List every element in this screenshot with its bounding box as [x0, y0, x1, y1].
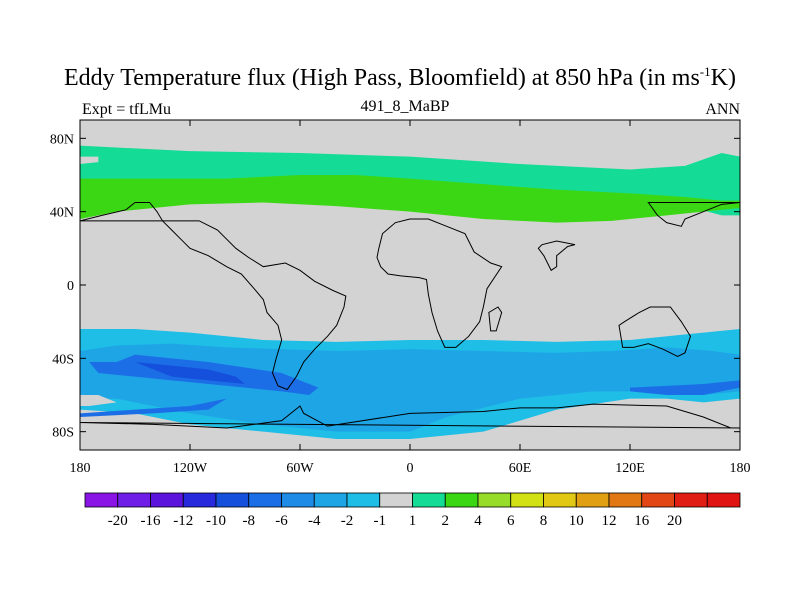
region-sh-medium-band: [80, 343, 740, 432]
y-tick-label: 80S: [52, 426, 74, 441]
x-tick-label: 0: [407, 461, 414, 476]
y-tick-label: 40S: [52, 352, 74, 367]
colorbar-label: 4: [474, 513, 482, 529]
colorbar-label: 12: [602, 513, 617, 529]
region-sh-core: [135, 362, 245, 384]
colorbar-label: -10: [206, 513, 226, 529]
colorbar-swatch: [641, 492, 675, 508]
region-grey-south-patch: [80, 395, 117, 406]
coastline-eurasia: [647, 202, 740, 227]
run-label: 491_8_MaBP: [360, 98, 450, 115]
colorbar-swatch: [281, 492, 315, 508]
colorbar-label: -12: [173, 513, 193, 529]
x-tick-label: 120W: [173, 461, 208, 476]
experiment-label: Expt = tfLMu: [82, 101, 172, 118]
coastline-antarctica: [80, 403, 740, 429]
x-tick-label: 60E: [509, 461, 532, 476]
colorbar-swatch: [674, 492, 708, 508]
colorbar-label: -4: [308, 513, 321, 529]
x-tick-label: 180: [730, 461, 751, 476]
colorbar-swatch: [215, 492, 250, 508]
colorbar-label: 8: [540, 513, 548, 529]
region-sh-lower-strip: [80, 398, 227, 417]
colorbar-swatch: [477, 492, 512, 508]
x-tick-label: 120E: [615, 461, 645, 476]
y-tick-label: 40N: [50, 206, 74, 221]
colorbar-swatch: [150, 492, 184, 508]
y-tick-label: 0: [67, 279, 74, 294]
colorbar-swatch: [706, 492, 741, 508]
colorbar-swatch: [608, 492, 643, 508]
season-label: ANN: [705, 101, 740, 118]
coastline-australia: [618, 306, 692, 358]
region-sh-east-strip: [630, 380, 740, 395]
colorbar-label: -20: [108, 513, 128, 529]
contour-layer: [80, 145, 740, 439]
colorbar-label: -16: [141, 513, 161, 529]
colorbar-swatch: [379, 492, 413, 508]
y-tick-label: 80N: [50, 132, 74, 147]
colorbar-label: -6: [275, 513, 288, 529]
colorbar-swatch: [182, 492, 217, 508]
colorbar-swatch: [412, 492, 446, 508]
colorbar-swatch: [575, 492, 610, 508]
colorbar-label: 2: [442, 513, 450, 529]
x-tick-label: 60W: [286, 461, 314, 476]
coastline-africa: [376, 218, 503, 348]
colorbar-label: -1: [374, 513, 387, 529]
x-tick-label: 180: [70, 461, 91, 476]
colorbar-swatch: [313, 492, 348, 508]
colorbar-label: 1: [409, 513, 417, 529]
region-nh-strong-band: [80, 175, 740, 223]
colorbar-label: -8: [243, 513, 256, 529]
coastline-india: [537, 240, 576, 272]
colorbar-swatch: [444, 492, 479, 508]
colorbar-label: 16: [634, 513, 650, 529]
colorbar-swatch: [248, 492, 282, 508]
chart-title: Eddy Temperature flux (High Pass, Bloomf…: [64, 64, 736, 91]
colorbar-swatch: [84, 492, 119, 508]
colorbar-label: 10: [569, 513, 584, 529]
coastline-madagascar: [488, 306, 503, 332]
colorbar-swatch: [543, 492, 577, 508]
colorbar-label: 6: [507, 513, 515, 529]
colorbar-swatch: [346, 492, 381, 508]
colorbar-swatch: [117, 492, 151, 508]
colorbar-swatch: [510, 492, 544, 508]
region-grey-nw-patch: [80, 156, 99, 164]
colorbar-label: 20: [667, 513, 682, 529]
coastline-americas: [80, 202, 347, 391]
colorbar-label: -2: [341, 513, 354, 529]
